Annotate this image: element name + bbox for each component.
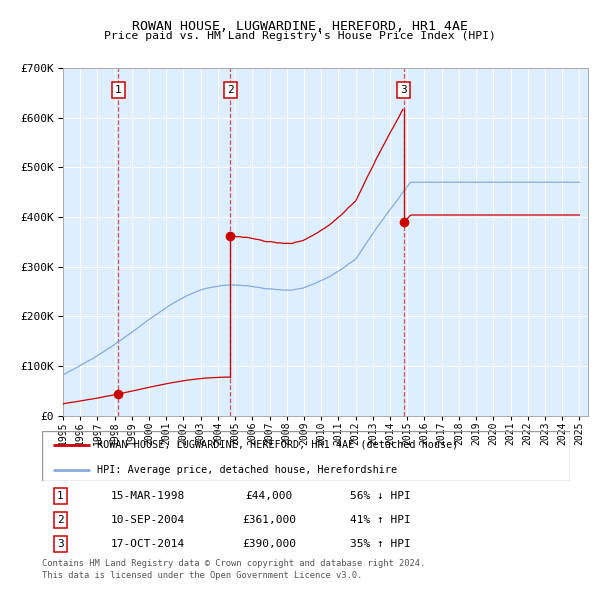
Text: HPI: Average price, detached house, Herefordshire: HPI: Average price, detached house, Here… [97,465,398,475]
Text: 41% ↑ HPI: 41% ↑ HPI [350,515,410,525]
Text: 2: 2 [227,85,233,95]
Text: Contains HM Land Registry data © Crown copyright and database right 2024.: Contains HM Land Registry data © Crown c… [42,559,425,568]
Text: 10-SEP-2004: 10-SEP-2004 [110,515,185,525]
Text: 3: 3 [400,85,407,95]
Text: £390,000: £390,000 [242,539,296,549]
Text: ROWAN HOUSE, LUGWARDINE, HEREFORD, HR1 4AE (detached house): ROWAN HOUSE, LUGWARDINE, HEREFORD, HR1 4… [97,440,459,450]
Text: £44,000: £44,000 [245,491,293,501]
Text: 35% ↑ HPI: 35% ↑ HPI [350,539,410,549]
Text: ROWAN HOUSE, LUGWARDINE, HEREFORD, HR1 4AE: ROWAN HOUSE, LUGWARDINE, HEREFORD, HR1 4… [132,20,468,33]
Text: 2: 2 [57,515,64,525]
Text: 3: 3 [57,539,64,549]
Text: Price paid vs. HM Land Registry's House Price Index (HPI): Price paid vs. HM Land Registry's House … [104,31,496,41]
Text: 56% ↓ HPI: 56% ↓ HPI [350,491,410,501]
Text: £361,000: £361,000 [242,515,296,525]
Text: This data is licensed under the Open Government Licence v3.0.: This data is licensed under the Open Gov… [42,571,362,580]
Text: 17-OCT-2014: 17-OCT-2014 [110,539,185,549]
Text: 1: 1 [57,491,64,501]
Text: 1: 1 [115,85,122,95]
Text: 15-MAR-1998: 15-MAR-1998 [110,491,185,501]
